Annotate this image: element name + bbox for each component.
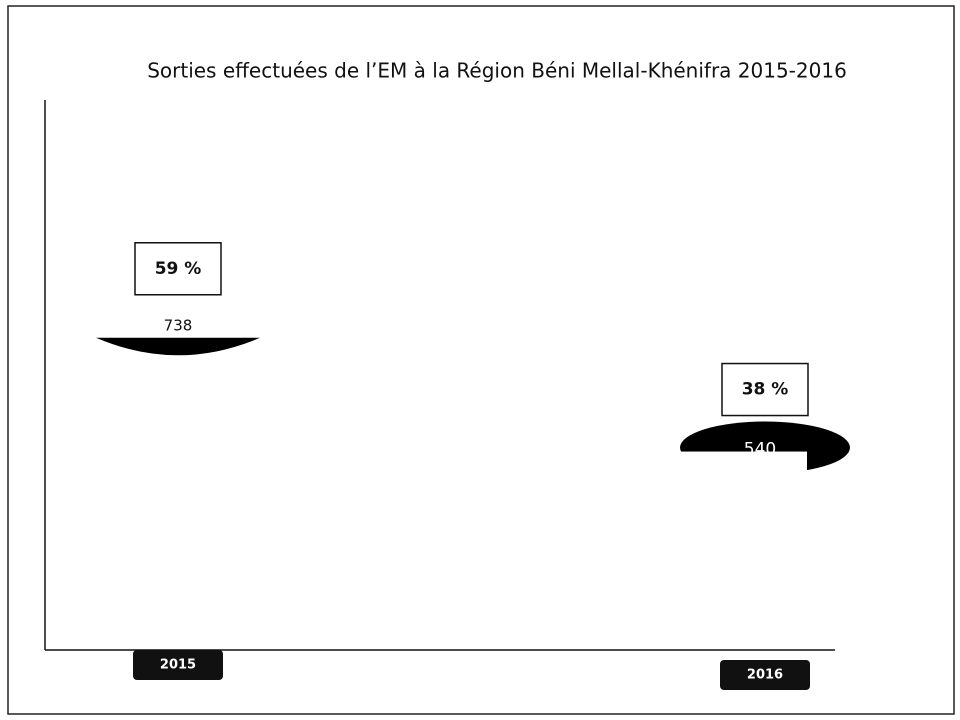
value-label: 738 bbox=[164, 316, 193, 334]
percentage-box bbox=[721, 362, 809, 417]
disc-highlight bbox=[677, 451, 807, 477]
category-box bbox=[133, 650, 223, 680]
category-box bbox=[720, 660, 810, 690]
percentage-box bbox=[134, 242, 222, 296]
x-tick-label: 2016 bbox=[747, 668, 783, 683]
frame bbox=[7, 5, 955, 715]
x-tick-label: 2015 bbox=[160, 658, 196, 673]
percentage-label: 38 % bbox=[742, 380, 789, 400]
percentage-label: 59 % bbox=[155, 259, 202, 279]
value-label: 540 bbox=[744, 440, 776, 460]
disc bbox=[96, 337, 260, 356]
chart-title: Sorties effectuées de l’EM à la Région B… bbox=[147, 59, 847, 83]
